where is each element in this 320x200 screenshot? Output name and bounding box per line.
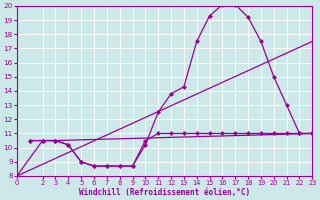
X-axis label: Windchill (Refroidissement éolien,°C): Windchill (Refroidissement éolien,°C): [79, 188, 250, 197]
